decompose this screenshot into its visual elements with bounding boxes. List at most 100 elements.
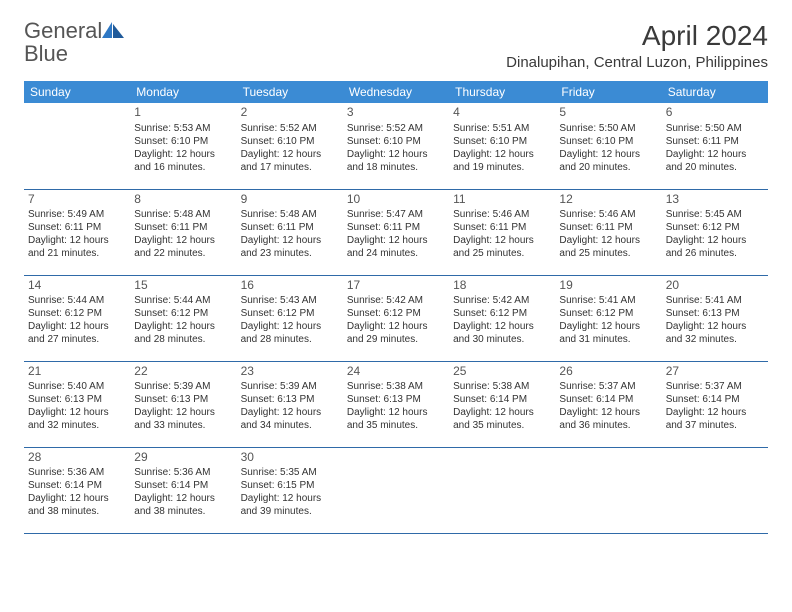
sunset-text: Sunset: 6:12 PM bbox=[666, 221, 764, 234]
day-number: 24 bbox=[347, 364, 445, 380]
calendar-day-cell: 27Sunrise: 5:37 AMSunset: 6:14 PMDayligh… bbox=[662, 361, 768, 447]
calendar-day-cell: 1Sunrise: 5:53 AMSunset: 6:10 PMDaylight… bbox=[130, 103, 236, 189]
calendar-week-row: 7Sunrise: 5:49 AMSunset: 6:11 PMDaylight… bbox=[24, 189, 768, 275]
title-block: April 2024 Dinalupihan, Central Luzon, P… bbox=[506, 20, 768, 71]
calendar-week-row: 14Sunrise: 5:44 AMSunset: 6:12 PMDayligh… bbox=[24, 275, 768, 361]
daylight-text: Daylight: 12 hours and 26 minutes. bbox=[666, 234, 764, 260]
sunrise-text: Sunrise: 5:39 AM bbox=[134, 380, 232, 393]
sunset-text: Sunset: 6:12 PM bbox=[134, 307, 232, 320]
calendar-day-cell: 22Sunrise: 5:39 AMSunset: 6:13 PMDayligh… bbox=[130, 361, 236, 447]
sunset-text: Sunset: 6:13 PM bbox=[347, 393, 445, 406]
sunrise-text: Sunrise: 5:41 AM bbox=[666, 294, 764, 307]
calendar-day-cell: 23Sunrise: 5:39 AMSunset: 6:13 PMDayligh… bbox=[237, 361, 343, 447]
day-number: 1 bbox=[134, 105, 232, 121]
sunset-text: Sunset: 6:14 PM bbox=[134, 479, 232, 492]
sunrise-text: Sunrise: 5:37 AM bbox=[559, 380, 657, 393]
daylight-text: Daylight: 12 hours and 20 minutes. bbox=[559, 148, 657, 174]
day-header: Friday bbox=[555, 81, 661, 103]
sunrise-text: Sunrise: 5:51 AM bbox=[453, 122, 551, 135]
sunrise-text: Sunrise: 5:49 AM bbox=[28, 208, 126, 221]
day-number: 20 bbox=[666, 278, 764, 294]
calendar-day-cell bbox=[24, 103, 130, 189]
calendar-table: SundayMondayTuesdayWednesdayThursdayFrid… bbox=[24, 81, 768, 534]
sunrise-text: Sunrise: 5:53 AM bbox=[134, 122, 232, 135]
daylight-text: Daylight: 12 hours and 36 minutes. bbox=[559, 406, 657, 432]
calendar-day-cell: 18Sunrise: 5:42 AMSunset: 6:12 PMDayligh… bbox=[449, 275, 555, 361]
daylight-text: Daylight: 12 hours and 17 minutes. bbox=[241, 148, 339, 174]
calendar-week-row: 1Sunrise: 5:53 AMSunset: 6:10 PMDaylight… bbox=[24, 103, 768, 189]
calendar-day-cell: 3Sunrise: 5:52 AMSunset: 6:10 PMDaylight… bbox=[343, 103, 449, 189]
sunrise-text: Sunrise: 5:35 AM bbox=[241, 466, 339, 479]
day-number: 27 bbox=[666, 364, 764, 380]
day-number: 9 bbox=[241, 192, 339, 208]
daylight-text: Daylight: 12 hours and 28 minutes. bbox=[134, 320, 232, 346]
sunset-text: Sunset: 6:11 PM bbox=[28, 221, 126, 234]
day-header: Sunday bbox=[24, 81, 130, 103]
day-number: 28 bbox=[28, 450, 126, 466]
calendar-day-cell bbox=[555, 447, 661, 533]
calendar-header-row: SundayMondayTuesdayWednesdayThursdayFrid… bbox=[24, 81, 768, 103]
calendar-day-cell: 26Sunrise: 5:37 AMSunset: 6:14 PMDayligh… bbox=[555, 361, 661, 447]
sunset-text: Sunset: 6:10 PM bbox=[241, 135, 339, 148]
calendar-day-cell: 16Sunrise: 5:43 AMSunset: 6:12 PMDayligh… bbox=[237, 275, 343, 361]
calendar-page: General Blue April 2024 Dinalupihan, Cen… bbox=[0, 0, 792, 554]
daylight-text: Daylight: 12 hours and 20 minutes. bbox=[666, 148, 764, 174]
logo-text-gray: General bbox=[24, 18, 102, 43]
day-number: 22 bbox=[134, 364, 232, 380]
day-number: 25 bbox=[453, 364, 551, 380]
sunset-text: Sunset: 6:12 PM bbox=[28, 307, 126, 320]
daylight-text: Daylight: 12 hours and 39 minutes. bbox=[241, 492, 339, 518]
sunrise-text: Sunrise: 5:47 AM bbox=[347, 208, 445, 221]
daylight-text: Daylight: 12 hours and 16 minutes. bbox=[134, 148, 232, 174]
day-number: 19 bbox=[559, 278, 657, 294]
day-number: 10 bbox=[347, 192, 445, 208]
sunrise-text: Sunrise: 5:42 AM bbox=[453, 294, 551, 307]
logo-text-blue: Blue bbox=[24, 41, 68, 66]
day-header: Monday bbox=[130, 81, 236, 103]
daylight-text: Daylight: 12 hours and 38 minutes. bbox=[134, 492, 232, 518]
location-text: Dinalupihan, Central Luzon, Philippines bbox=[506, 54, 768, 71]
daylight-text: Daylight: 12 hours and 18 minutes. bbox=[347, 148, 445, 174]
sunrise-text: Sunrise: 5:40 AM bbox=[28, 380, 126, 393]
sunrise-text: Sunrise: 5:52 AM bbox=[241, 122, 339, 135]
day-number: 4 bbox=[453, 105, 551, 121]
daylight-text: Daylight: 12 hours and 30 minutes. bbox=[453, 320, 551, 346]
calendar-week-row: 28Sunrise: 5:36 AMSunset: 6:14 PMDayligh… bbox=[24, 447, 768, 533]
daylight-text: Daylight: 12 hours and 35 minutes. bbox=[453, 406, 551, 432]
daylight-text: Daylight: 12 hours and 23 minutes. bbox=[241, 234, 339, 260]
daylight-text: Daylight: 12 hours and 32 minutes. bbox=[666, 320, 764, 346]
sunrise-text: Sunrise: 5:45 AM bbox=[666, 208, 764, 221]
calendar-day-cell: 11Sunrise: 5:46 AMSunset: 6:11 PMDayligh… bbox=[449, 189, 555, 275]
sunset-text: Sunset: 6:11 PM bbox=[134, 221, 232, 234]
sunset-text: Sunset: 6:13 PM bbox=[666, 307, 764, 320]
sunset-text: Sunset: 6:12 PM bbox=[453, 307, 551, 320]
calendar-day-cell: 2Sunrise: 5:52 AMSunset: 6:10 PMDaylight… bbox=[237, 103, 343, 189]
calendar-week-row: 21Sunrise: 5:40 AMSunset: 6:13 PMDayligh… bbox=[24, 361, 768, 447]
logo-sail-icon bbox=[102, 22, 124, 38]
day-number: 14 bbox=[28, 278, 126, 294]
calendar-day-cell: 15Sunrise: 5:44 AMSunset: 6:12 PMDayligh… bbox=[130, 275, 236, 361]
daylight-text: Daylight: 12 hours and 33 minutes. bbox=[134, 406, 232, 432]
day-number: 21 bbox=[28, 364, 126, 380]
calendar-day-cell: 17Sunrise: 5:42 AMSunset: 6:12 PMDayligh… bbox=[343, 275, 449, 361]
sunset-text: Sunset: 6:14 PM bbox=[453, 393, 551, 406]
daylight-text: Daylight: 12 hours and 29 minutes. bbox=[347, 320, 445, 346]
sunset-text: Sunset: 6:11 PM bbox=[241, 221, 339, 234]
sunrise-text: Sunrise: 5:46 AM bbox=[453, 208, 551, 221]
day-number: 12 bbox=[559, 192, 657, 208]
sunrise-text: Sunrise: 5:43 AM bbox=[241, 294, 339, 307]
day-number: 29 bbox=[134, 450, 232, 466]
day-number: 6 bbox=[666, 105, 764, 121]
calendar-day-cell: 8Sunrise: 5:48 AMSunset: 6:11 PMDaylight… bbox=[130, 189, 236, 275]
page-header: General Blue April 2024 Dinalupihan, Cen… bbox=[24, 20, 768, 71]
sunrise-text: Sunrise: 5:46 AM bbox=[559, 208, 657, 221]
sunset-text: Sunset: 6:11 PM bbox=[347, 221, 445, 234]
daylight-text: Daylight: 12 hours and 31 minutes. bbox=[559, 320, 657, 346]
daylight-text: Daylight: 12 hours and 24 minutes. bbox=[347, 234, 445, 260]
sunrise-text: Sunrise: 5:39 AM bbox=[241, 380, 339, 393]
sunset-text: Sunset: 6:13 PM bbox=[28, 393, 126, 406]
calendar-day-cell: 14Sunrise: 5:44 AMSunset: 6:12 PMDayligh… bbox=[24, 275, 130, 361]
daylight-text: Daylight: 12 hours and 35 minutes. bbox=[347, 406, 445, 432]
sunset-text: Sunset: 6:11 PM bbox=[559, 221, 657, 234]
day-number: 17 bbox=[347, 278, 445, 294]
